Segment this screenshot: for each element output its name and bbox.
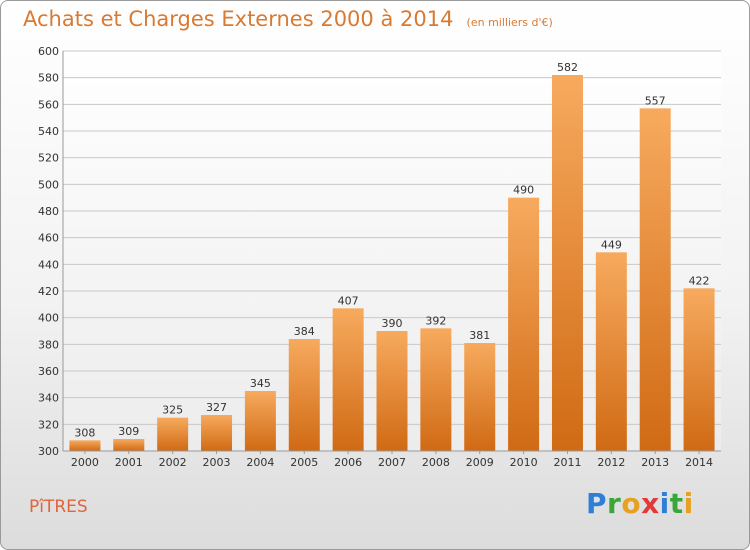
bar — [639, 108, 671, 451]
x-tick-label: 2011 — [553, 456, 581, 469]
y-tick-label: 600 — [38, 45, 59, 58]
bar — [288, 339, 320, 451]
chart-title: Achats et Charges Externes 2000 à 2014 (… — [23, 7, 553, 31]
data-label: 449 — [601, 238, 622, 251]
logo-letter: P — [586, 487, 608, 520]
bar — [595, 252, 627, 451]
y-tick-label: 480 — [38, 205, 59, 218]
bar — [113, 439, 145, 451]
logo-letter: r — [607, 487, 622, 520]
bar — [464, 343, 496, 451]
x-tick-label: 2000 — [71, 456, 99, 469]
x-tick-label: 2012 — [597, 456, 625, 469]
x-tick-label: 2005 — [290, 456, 318, 469]
data-label: 557 — [645, 94, 666, 107]
x-tick-label: 2010 — [510, 456, 538, 469]
data-label: 384 — [294, 325, 315, 338]
data-label: 345 — [250, 377, 271, 390]
bar — [683, 288, 715, 451]
data-label: 392 — [425, 314, 446, 327]
bar — [244, 391, 276, 451]
y-tick-label: 380 — [38, 338, 59, 351]
proxiti-logo: Proxiti — [586, 487, 694, 520]
chart-title-text: Achats et Charges Externes 2000 à 2014 — [23, 7, 454, 31]
y-tick-label: 520 — [38, 152, 59, 165]
bar — [332, 308, 364, 451]
y-tick-label: 300 — [38, 445, 59, 458]
y-tick-label: 560 — [38, 98, 59, 111]
data-label: 325 — [162, 404, 183, 417]
y-axis: 300 320 340 360 380 400 420 440 460 480 500 520 540 5… — [38, 45, 64, 458]
x-tick-label: 2006 — [334, 456, 362, 469]
logo-letter: t — [669, 487, 684, 520]
x-tick-label: 2008 — [422, 456, 450, 469]
x-tick-label: 2013 — [641, 456, 669, 469]
data-label: 381 — [469, 329, 490, 342]
bar — [420, 328, 452, 451]
bars: 308 309 325 327 345 384 407 390 392 381 490 582 449 5… — [69, 61, 715, 451]
bar — [376, 331, 408, 451]
x-tick-label: 2009 — [466, 456, 494, 469]
data-label: 327 — [206, 401, 227, 414]
data-label: 390 — [382, 317, 403, 330]
data-label: 407 — [338, 294, 359, 307]
chart-unit: (en milliers d'€) — [466, 16, 553, 29]
x-tick-label: 2014 — [685, 456, 713, 469]
bar — [157, 417, 189, 451]
logo-letter: i — [659, 487, 670, 520]
y-tick-label: 340 — [38, 392, 59, 405]
data-label: 582 — [557, 61, 578, 74]
y-tick-label: 500 — [38, 178, 59, 191]
x-tick-label: 2004 — [246, 456, 274, 469]
x-tick-label: 2007 — [378, 456, 406, 469]
logo-letter: o — [621, 487, 642, 520]
data-label: 309 — [118, 425, 139, 438]
logo-letter: x — [641, 487, 660, 520]
data-label: 308 — [74, 426, 95, 439]
y-tick-label: 320 — [38, 418, 59, 431]
y-tick-label: 440 — [38, 258, 59, 271]
x-axis: 2000 2001 2002 2003 2004 2005 2006 2007 2008 2009… — [63, 450, 721, 469]
y-tick-label: 540 — [38, 125, 59, 138]
x-tick-label: 2001 — [115, 456, 143, 469]
y-tick-label: 460 — [38, 232, 59, 245]
y-tick-label: 400 — [38, 312, 59, 325]
x-tick-label: 2003 — [203, 456, 231, 469]
bar — [551, 75, 583, 451]
data-label: 490 — [513, 184, 534, 197]
y-tick-label: 420 — [38, 285, 59, 298]
x-tick-label: 2002 — [159, 456, 187, 469]
bar — [69, 440, 101, 451]
logo-letter: i — [683, 487, 694, 520]
bar — [201, 415, 233, 451]
data-label: 422 — [689, 274, 710, 287]
y-tick-label: 580 — [38, 72, 59, 85]
bar — [508, 197, 540, 451]
commune-name: PîTRES — [29, 497, 88, 517]
y-tick-label: 360 — [38, 365, 59, 378]
